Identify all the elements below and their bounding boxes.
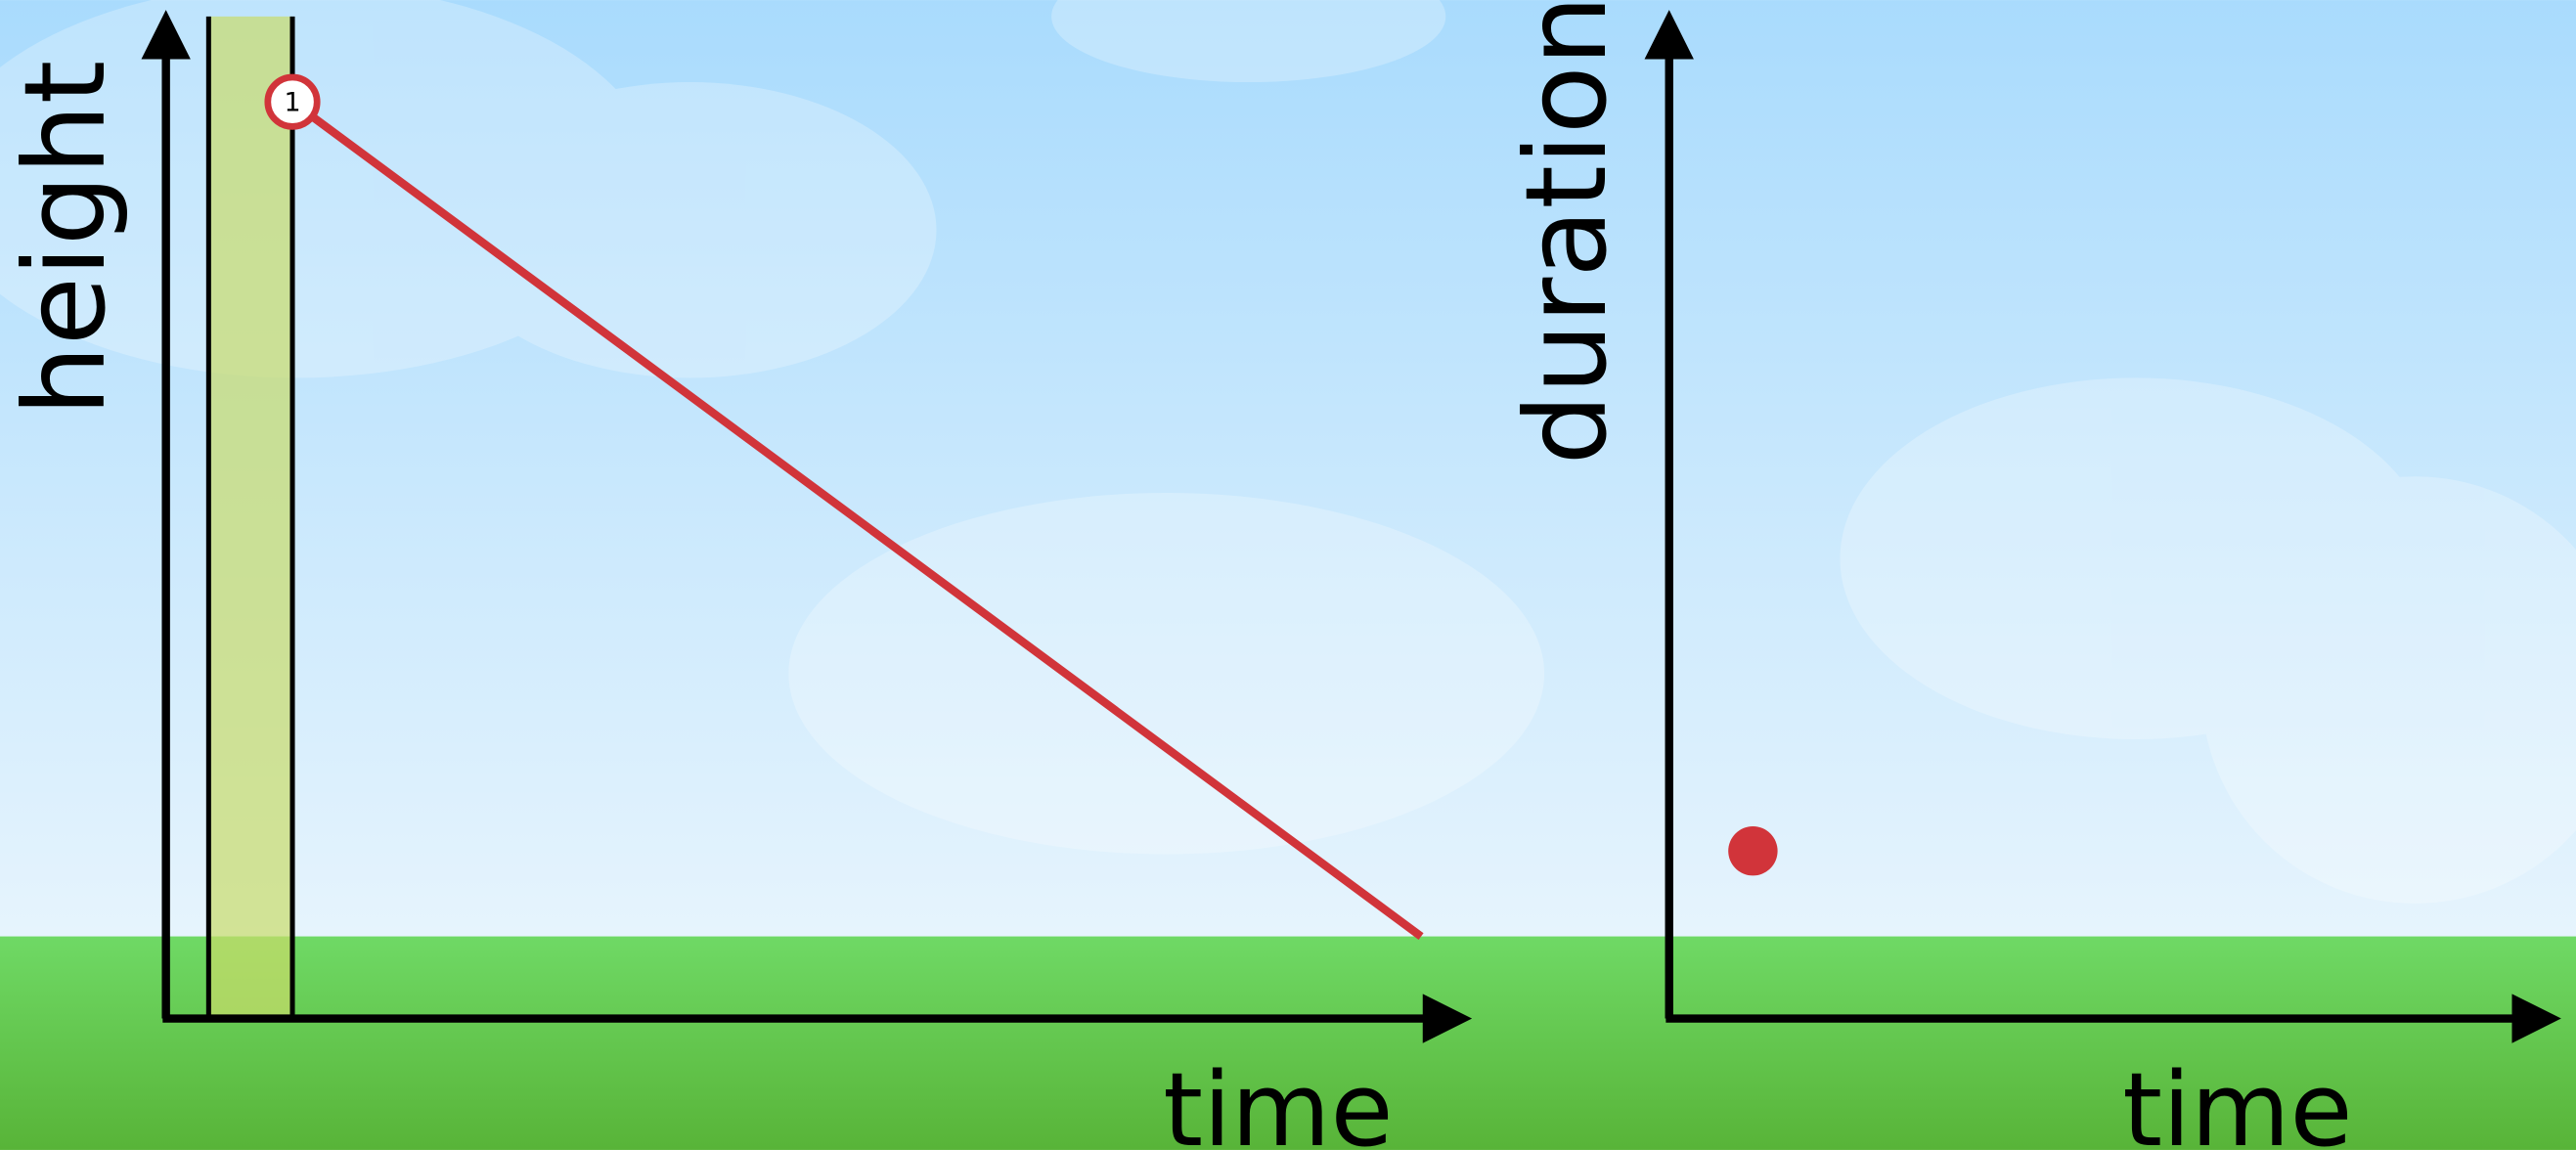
duration-point — [1728, 826, 1778, 876]
time-band — [208, 16, 293, 1019]
marker-label: 1 — [284, 87, 300, 117]
clouds — [0, 0, 2576, 904]
point-marker[interactable] — [264, 73, 321, 130]
trajectory-line — [289, 98, 1424, 940]
x-axis-label: time — [2122, 1050, 2352, 1150]
ground — [0, 936, 2576, 1150]
x-axis-label: time — [1163, 1050, 1393, 1150]
y-axis-label: duration — [1501, 0, 1631, 465]
y-axis-label: height — [0, 61, 130, 417]
sky — [0, 0, 2576, 937]
